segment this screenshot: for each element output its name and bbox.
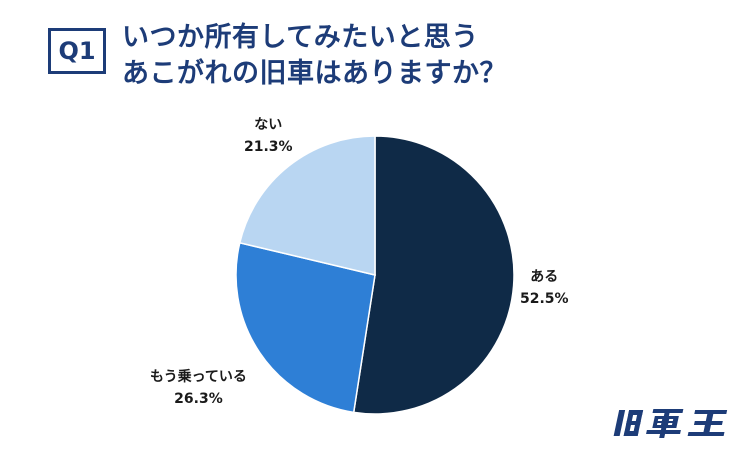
slice-label-aru-name: ある [530,269,559,285]
title-line-2: あこがれの旧車はありますか？ [122,58,507,89]
slice-label-mou: もう乗っている 26.3% [150,366,247,410]
slice-label-aru: ある 52.5% [520,266,569,310]
pie-slice-1 [235,241,376,414]
kyushao-logo [606,406,736,440]
slice-label-nai-value: 21.3% [244,139,293,155]
question-badge: Q1 [48,28,106,74]
slice-label-mou-value: 26.3% [174,391,223,407]
slice-label-mou-name: もう乗っている [150,369,247,385]
chart-title: いつか所有してみたいと思う あこがれの旧車はありますか？ [122,20,722,92]
pie-slice-0 [352,135,515,415]
slice-label-nai: ない 21.3% [244,114,293,158]
slice-label-aru-value: 52.5% [520,291,569,307]
pie-slice-2 [238,135,376,276]
title-line-1: いつか所有してみたいと思う [122,22,479,53]
slice-label-nai-name: ない [254,117,283,133]
